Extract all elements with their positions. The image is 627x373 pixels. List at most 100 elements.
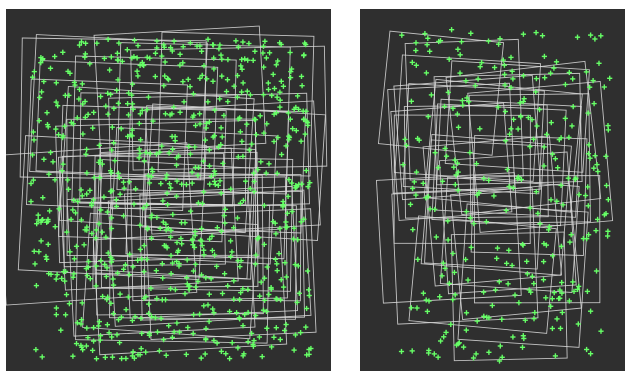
keypoint-marker (508, 126, 514, 132)
keypoint-marker (587, 155, 593, 161)
keypoint-marker (180, 44, 186, 50)
keypoint-marker (298, 330, 304, 336)
keypoint-marker (70, 207, 76, 213)
keypoint-marker (474, 192, 480, 198)
keypoint-marker (47, 208, 53, 214)
keypoint-marker (474, 318, 480, 324)
keypoint-marker (85, 111, 91, 117)
keypoint-marker (183, 351, 189, 357)
keypoint-marker (76, 42, 83, 48)
keypoint-marker (139, 256, 145, 262)
keypoint-marker (73, 341, 80, 347)
keypoint-marker (496, 358, 503, 364)
keypoint-marker (255, 167, 261, 173)
keypoint-marker (170, 146, 176, 152)
keypoint-marker (211, 55, 217, 61)
keypoint-marker (302, 131, 308, 137)
keypoint-marker (121, 213, 127, 219)
keypoint-marker (62, 278, 68, 284)
keypoint-marker (251, 170, 257, 176)
keypoint-marker (261, 275, 268, 281)
keypoint-marker (197, 111, 203, 117)
keypoint-marker (105, 250, 111, 256)
keypoint-marker (278, 277, 284, 283)
keypoint-marker (553, 59, 560, 65)
keypoint-marker (133, 186, 139, 192)
keypoint-marker (220, 160, 226, 166)
keypoint-marker (451, 164, 457, 170)
keypoint-marker (518, 114, 524, 120)
keypoint-marker (247, 92, 253, 98)
keypoint-marker (261, 202, 267, 209)
keypoint-marker (173, 193, 180, 199)
keypoint-marker (583, 69, 589, 75)
keypoint-marker (252, 117, 259, 123)
keypoint-marker (539, 33, 546, 39)
keypoint-marker (265, 86, 272, 93)
keypoint-marker (53, 305, 59, 311)
keypoint-marker (245, 57, 251, 63)
keypoint-marker (496, 41, 502, 47)
keypoint-marker (425, 194, 431, 200)
keypoint-marker (111, 282, 117, 288)
keypoint-marker (247, 186, 253, 192)
keypoint-marker (218, 190, 224, 196)
keypoint-marker (114, 332, 120, 338)
keypoint-marker (38, 60, 44, 66)
keypoint-marker (166, 181, 173, 187)
image-frame (58, 85, 255, 234)
keypoint-marker (176, 329, 183, 335)
keypoint-marker (135, 257, 141, 263)
keypoint-marker (263, 55, 269, 61)
keypoint-marker (461, 344, 467, 350)
keypoint-marker (423, 70, 429, 76)
keypoint-marker (118, 126, 124, 132)
keypoint-marker (245, 339, 251, 345)
keypoint-marker (533, 89, 539, 95)
keypoint-marker (452, 157, 458, 163)
keypoint-marker (586, 142, 592, 148)
keypoint-marker (415, 135, 421, 142)
keypoint-marker (31, 69, 37, 75)
keypoint-marker (562, 115, 568, 121)
keypoint-marker (249, 141, 255, 147)
image-frame (377, 30, 505, 156)
keypoint-marker (114, 50, 120, 56)
keypoint-marker (468, 30, 474, 36)
keypoint-marker (515, 126, 521, 132)
keypoint-marker (565, 175, 571, 181)
keypoint-marker (85, 335, 91, 341)
keypoint-marker (583, 192, 589, 199)
keypoint-marker (146, 180, 153, 186)
keypoint-marker (287, 49, 293, 56)
keypoint-marker (537, 221, 543, 227)
keypoint-marker (423, 297, 429, 303)
keypoint-marker (236, 315, 242, 321)
keypoint-marker (201, 63, 207, 69)
keypoint-marker (126, 90, 132, 96)
keypoint-marker (129, 133, 135, 139)
keypoint-marker (110, 276, 116, 282)
keypoint-marker (246, 40, 252, 47)
keypoint-marker (97, 337, 103, 343)
keypoint-marker (103, 234, 109, 240)
keypoint-marker (192, 164, 198, 170)
keypoint-marker (534, 123, 540, 129)
keypoint-marker (152, 50, 159, 56)
image-frame (94, 142, 257, 280)
keypoint-marker (246, 147, 252, 153)
keypoint-marker (137, 222, 143, 228)
keypoint-marker (595, 168, 601, 175)
keypoint-marker (98, 207, 104, 213)
keypoint-marker (531, 316, 537, 322)
image-frame (109, 127, 278, 265)
keypoint-marker (30, 177, 36, 183)
keypoint-marker (199, 238, 205, 244)
keypoint-marker (127, 251, 133, 257)
keypoint-marker (93, 227, 99, 233)
keypoint-marker (80, 131, 86, 137)
keypoint-marker (125, 101, 131, 107)
keypoint-marker (294, 299, 300, 305)
keypoint-marker (136, 146, 142, 152)
keypoint-marker (190, 268, 197, 274)
